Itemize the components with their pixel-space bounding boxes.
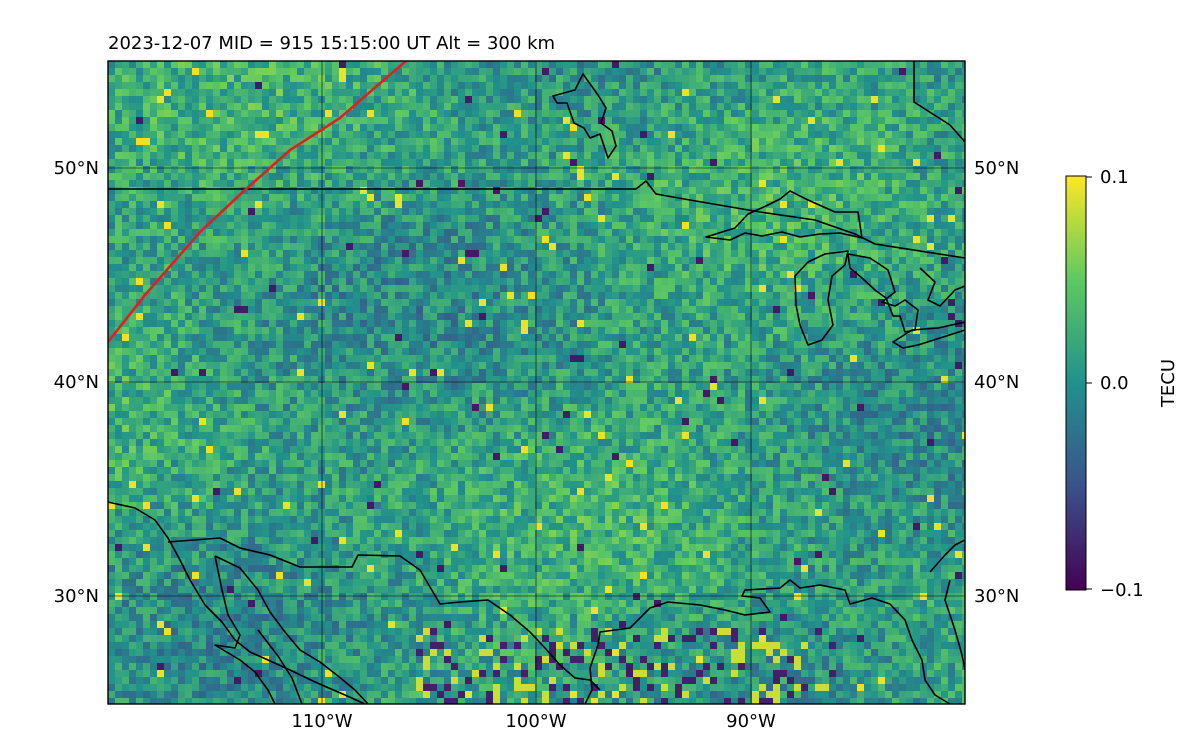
- lat-label-30n-right: 30°N: [974, 586, 1019, 607]
- lake-ontario-shore: [919, 267, 965, 307]
- colorbar-tick-label-max: 0.1: [1100, 167, 1129, 188]
- lon-labels: 110°W 100°W 90°W: [291, 711, 776, 732]
- lon-label-100w: 100°W: [505, 711, 566, 732]
- colorbar-tick-label-zero: 0.0: [1100, 373, 1129, 394]
- gulf-of-california-east: [214, 555, 369, 704]
- us-canada-border: [108, 180, 965, 259]
- baja-inner-coast: [257, 629, 303, 704]
- map-area: [107, 60, 966, 705]
- lake-michigan: [794, 250, 849, 346]
- gulf-of-mexico-coast: [584, 579, 951, 704]
- lake-superior: [705, 190, 863, 241]
- map-title: 2023-12-07 MID = 915 15:15:00 UT Alt = 3…: [108, 33, 555, 54]
- tec-heatmap: [108, 61, 965, 704]
- baja-peninsula: [214, 555, 276, 704]
- lake-winnipeg: [552, 73, 617, 159]
- colorbar-tick-label-min: −0.1: [1100, 580, 1144, 601]
- lat-label-40n-right: 40°N: [974, 372, 1019, 393]
- borders-and-coastlines: [108, 61, 965, 704]
- hudson-bay-coast: [913, 61, 965, 143]
- lat-label-50n-right: 50°N: [974, 158, 1019, 179]
- lat-label-40n-left: 40°N: [54, 372, 99, 393]
- terminator-line: [108, 61, 407, 343]
- lon-label-90w: 90°W: [726, 711, 776, 732]
- terminator: [108, 61, 407, 343]
- lat-label-30n-left: 30°N: [54, 586, 99, 607]
- colorbar-label: TECU: [1158, 359, 1179, 408]
- colorbar: 0.1 0.0 −0.1 TECU: [1065, 167, 1179, 601]
- pacific-coastline: [108, 501, 366, 704]
- lat-labels-right: 50°N 40°N 30°N: [974, 158, 1019, 607]
- florida-coast: [929, 539, 965, 671]
- lat-labels-left: 50°N 40°N 30°N: [54, 158, 99, 607]
- us-mexico-border: [167, 537, 601, 691]
- colorbar-gradient: [1065, 175, 1087, 591]
- lat-label-50n-left: 50°N: [54, 158, 99, 179]
- map-frame: [107, 60, 966, 705]
- lake-erie: [892, 321, 965, 349]
- lon-label-110w: 110°W: [291, 711, 352, 732]
